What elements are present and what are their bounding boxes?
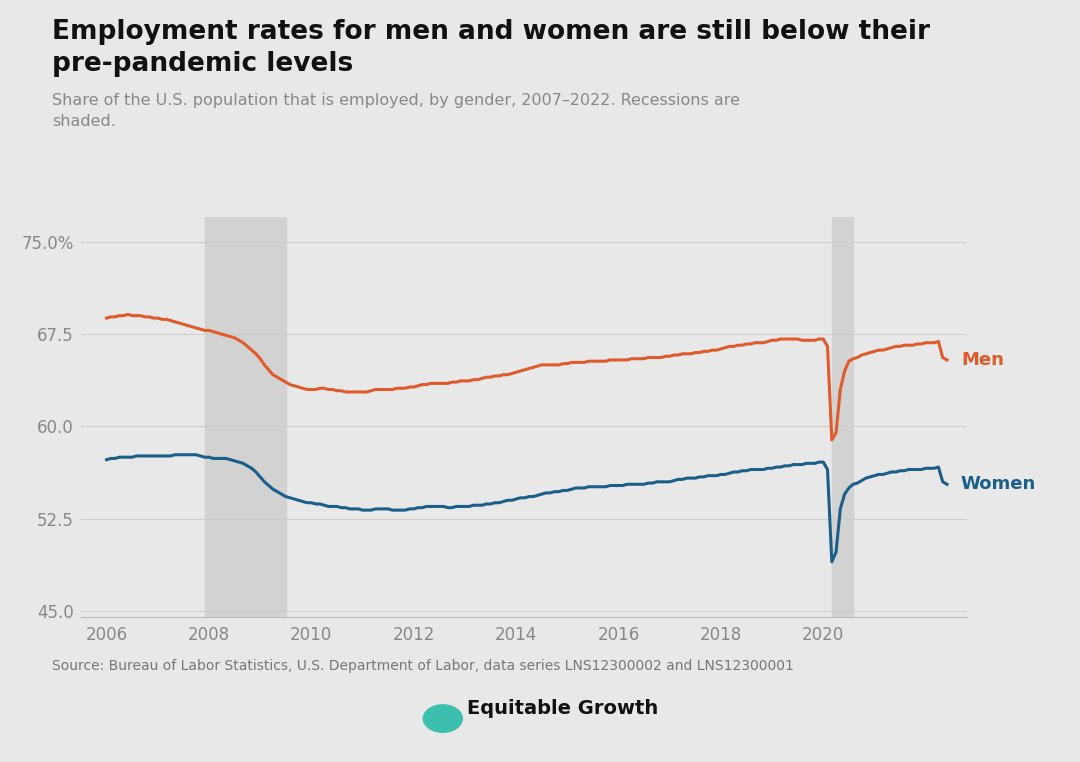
Text: Women: Women [961,475,1036,493]
Text: Source: Bureau of Labor Statistics, U.S. Department of Labor, data series LNS123: Source: Bureau of Labor Statistics, U.S.… [52,659,794,673]
Text: Equitable Growth: Equitable Growth [467,700,658,718]
Text: Employment rates for men and women are still below their: Employment rates for men and women are s… [52,19,930,45]
Text: pre-pandemic levels: pre-pandemic levels [52,51,353,77]
Text: Share of the U.S. population that is employed, by gender, 2007–2022. Recessions : Share of the U.S. population that is emp… [52,93,740,129]
Bar [205,217,286,617]
Text: Men: Men [961,351,1003,369]
Bar [832,217,853,617]
